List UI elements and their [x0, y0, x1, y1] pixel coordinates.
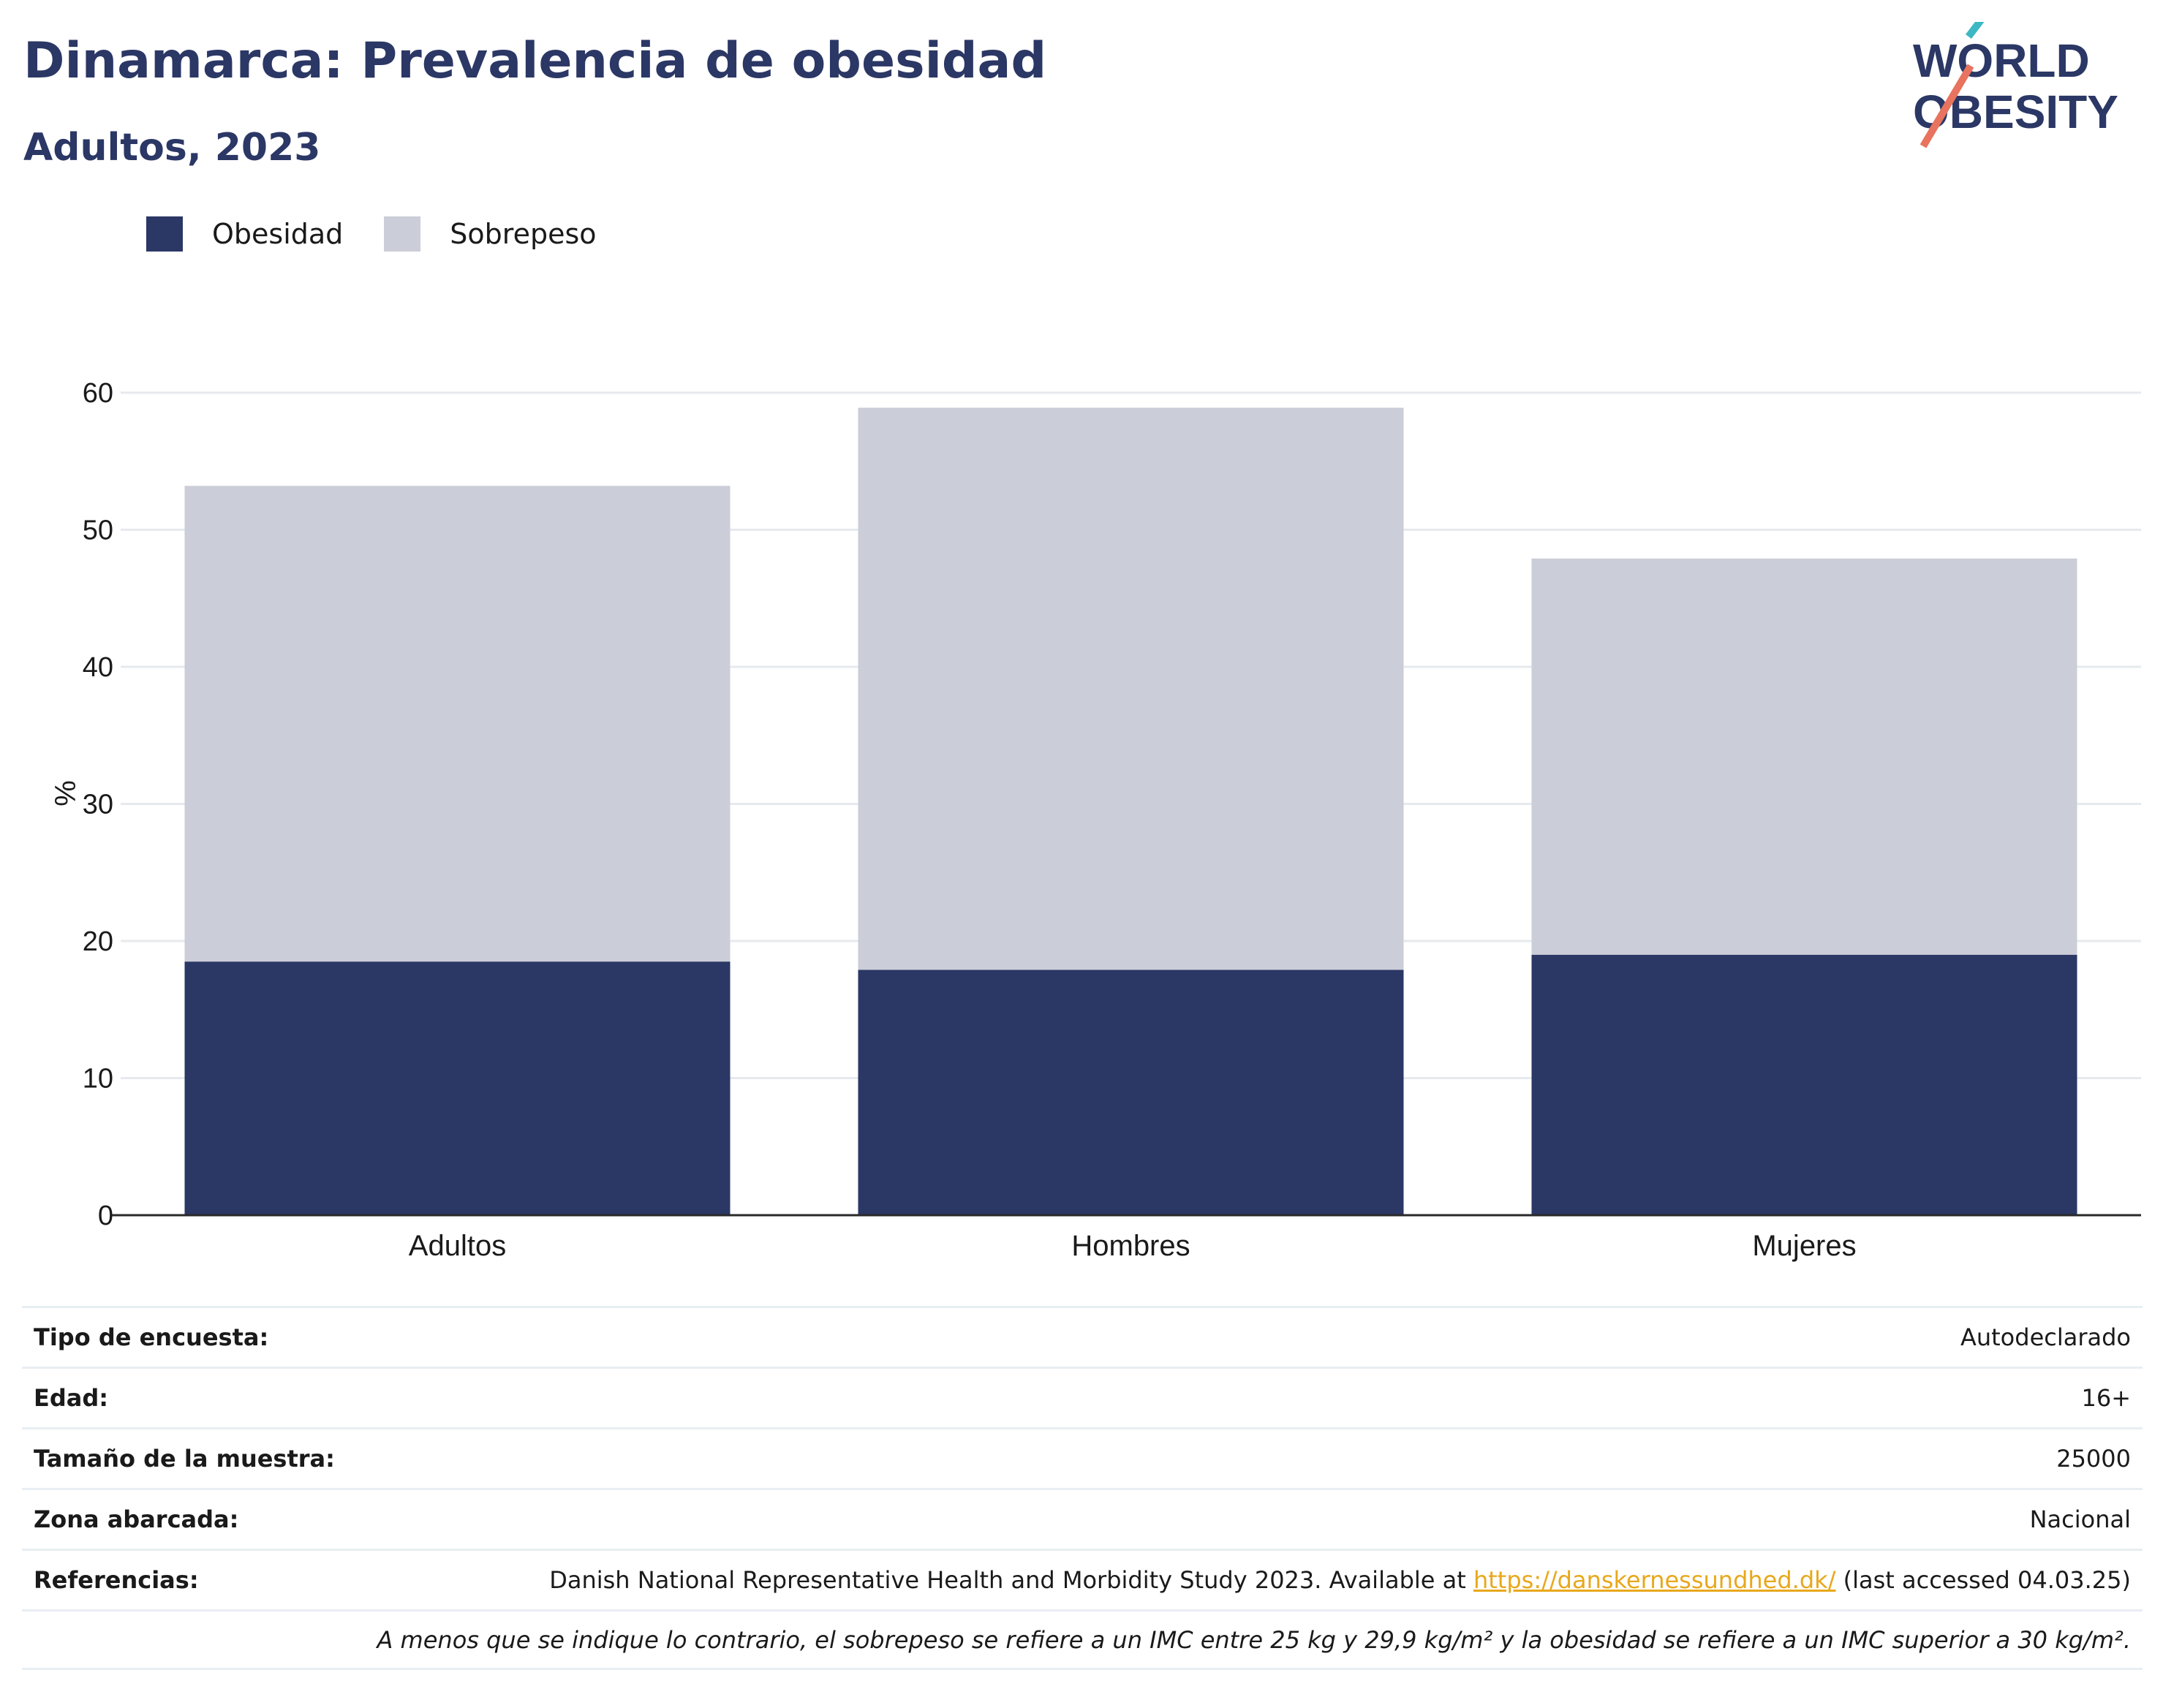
x-tick-label: Hombres [1071, 1230, 1190, 1262]
legend-label-overweight: Sobrepeso [450, 218, 597, 250]
info-row-references: Referencias: Danish National Representat… [22, 1549, 2143, 1609]
x-tick-label: Mujeres [1752, 1230, 1856, 1262]
bar-overweight [184, 485, 731, 962]
references-suffix: (last accessed 04.03.25) [1835, 1566, 2131, 1594]
references-prefix: Danish National Representative Health an… [549, 1566, 1473, 1594]
y-tick-label: 60 [83, 378, 113, 409]
references-label: Referencias: [34, 1566, 199, 1594]
age-value: 16+ [2081, 1384, 2131, 1412]
legend-swatch-obesity [146, 216, 183, 252]
logo-slash-coral [1919, 64, 1974, 148]
bar-obesity [1531, 954, 2077, 1215]
world-obesity-logo: WORLD OBESITY [1913, 22, 2118, 148]
page-title: Dinamarca: Prevalencia de obesidad [23, 32, 1047, 90]
area-value: Nacional [2029, 1505, 2131, 1533]
bar-overweight [1531, 558, 2077, 955]
definition-note: A menos que se indique lo contrario, el … [22, 1609, 2143, 1670]
legend-label-obesity: Obesidad [212, 218, 344, 250]
info-row-sample: Tamaño de la muestra: 25000 [22, 1427, 2143, 1488]
y-axis-label: % [48, 780, 80, 806]
bar-obesity [184, 961, 731, 1215]
area-label: Zona abarcada: [34, 1505, 239, 1533]
x-tick-label: Adultos [409, 1230, 506, 1262]
y-tick-label: 20 [83, 926, 113, 957]
y-tick-label: 10 [83, 1064, 113, 1095]
references-link[interactable]: https://danskernessundhed.dk/ [1473, 1566, 1836, 1594]
info-row-age: Edad: 16+ [22, 1367, 2143, 1427]
bar-obesity [858, 970, 1404, 1215]
bar-chart: 0 10 20 30 40 50 60% Adultos Hombres Mujeres [48, 378, 2141, 1262]
legend-item-overweight[interactable]: Sobrepeso [384, 216, 597, 252]
info-row-area: Zona abarcada: Nacional [22, 1488, 2143, 1549]
legend-item-obesity[interactable]: Obesidad [146, 216, 343, 252]
bar-overweight [858, 407, 1404, 970]
page-subtitle: Adultos, 2023 [23, 126, 321, 170]
logo-slash-teal [1966, 22, 1985, 39]
sample-value: 25000 [2056, 1445, 2131, 1473]
survey-type-label: Tipo de encuesta: [34, 1323, 269, 1351]
sample-label: Tamaño de la muestra: [34, 1445, 335, 1473]
age-label: Edad: [34, 1384, 109, 1412]
y-tick-label: 50 [83, 515, 113, 546]
survey-type-value: Autodeclarado [1960, 1323, 2131, 1351]
logo-line1: WORLD [1913, 34, 2090, 87]
chart-legend: Obesidad Sobrepeso [146, 216, 638, 252]
legend-swatch-overweight [384, 216, 421, 252]
y-tick-label: 0 [98, 1201, 113, 1231]
info-table: Tipo de encuesta: Autodeclarado Edad: 16… [22, 1306, 2143, 1670]
info-row-survey-type: Tipo de encuesta: Autodeclarado [22, 1306, 2143, 1367]
y-tick-label: 30 [83, 790, 113, 820]
y-tick-label: 40 [83, 652, 113, 683]
references-value: Danish National Representative Health an… [549, 1566, 2131, 1594]
